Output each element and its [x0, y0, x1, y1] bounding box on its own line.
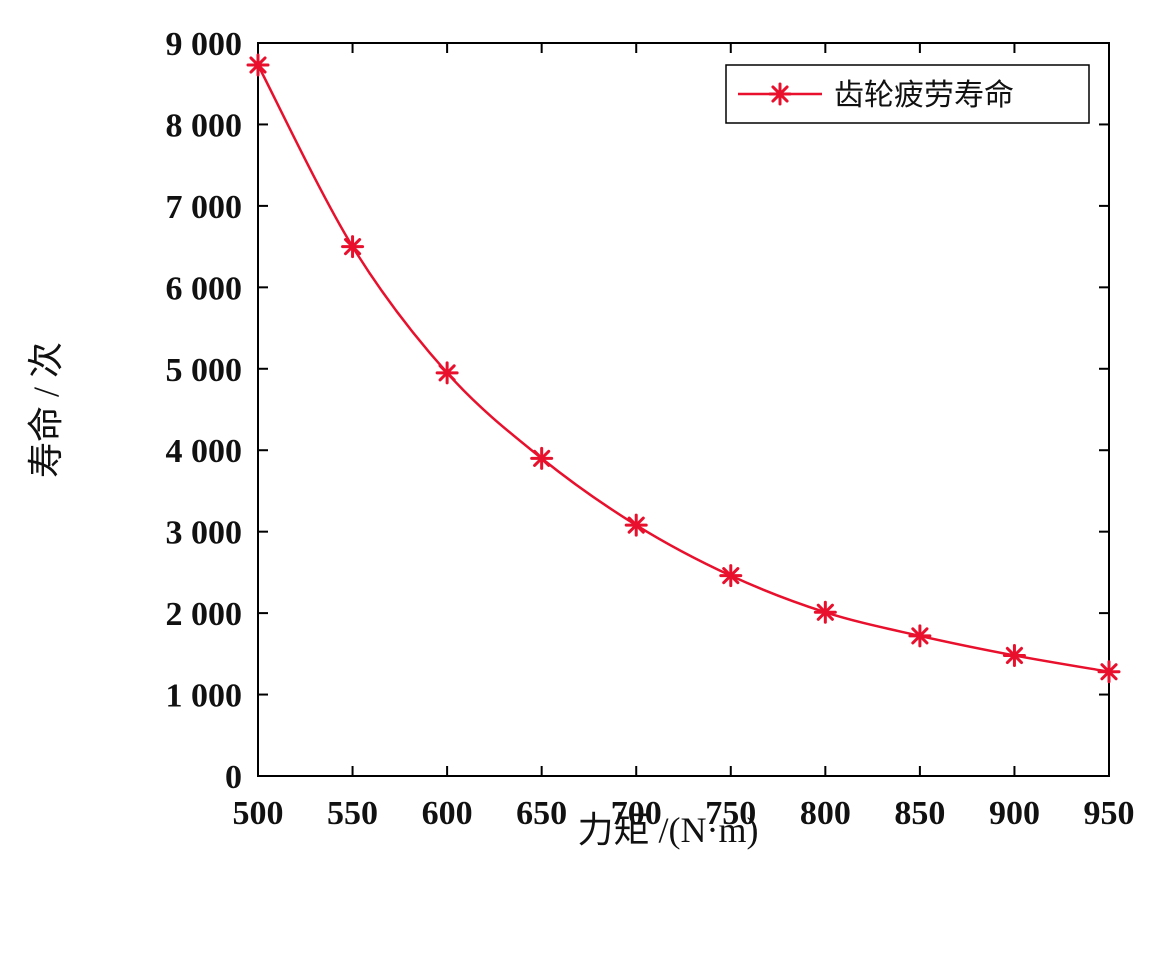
- y-tick-label: 9 000: [166, 26, 243, 63]
- y-tick-label: 0: [225, 759, 242, 796]
- plot-area: [257, 42, 1110, 777]
- data-point: [1002, 643, 1026, 667]
- y-tick-label: 5 000: [166, 352, 243, 389]
- x-tick-label: 650: [516, 795, 567, 832]
- legend-label: 齿轮疲劳寿命: [834, 79, 1014, 112]
- x-tick-label: 900: [989, 795, 1040, 832]
- y-tick-label: 2 000: [166, 596, 243, 633]
- data-point: [813, 600, 837, 624]
- series-layer: [246, 53, 1121, 684]
- data-point: [1097, 660, 1121, 684]
- y-axis: 0 1 000 2 000 3 000 4 000 5 000 6 000 7 000 8 00…: [166, 26, 1109, 796]
- x-tick-label: 950: [1084, 795, 1135, 832]
- y-axis-title: 寿命 / 次: [26, 342, 66, 478]
- x-axis-title: 力矩 /(N·m): [578, 810, 759, 850]
- data-point: [246, 53, 270, 77]
- y-tick-label: 3 000: [166, 515, 243, 552]
- y-tick-label: 4 000: [166, 433, 243, 470]
- x-tick-label: 500: [233, 795, 284, 832]
- x-tick-label: 600: [422, 795, 473, 832]
- x-tick-label: 800: [800, 795, 851, 832]
- legend: 齿轮疲劳寿命: [725, 64, 1090, 124]
- y-tick-label: 8 000: [166, 107, 243, 144]
- x-tick-label: 550: [327, 795, 378, 832]
- x-tick-label: 700: [611, 795, 662, 832]
- x-axis: 500 550 600 650 700 750 800 850 900 950: [233, 43, 1135, 832]
- legend-marker: [768, 82, 792, 106]
- data-point: [435, 361, 459, 385]
- y-tick-label: 7 000: [166, 189, 243, 226]
- legend-asterisk: [768, 82, 792, 106]
- data-point: [719, 564, 743, 588]
- x-tick-label: 850: [894, 795, 945, 832]
- data-point: [341, 235, 365, 259]
- x-tick-label: 750: [705, 795, 756, 832]
- data-point: [624, 513, 648, 537]
- y-tick-label: 1 000: [166, 678, 243, 715]
- y-tick-label: 6 000: [166, 270, 243, 307]
- data-point: [908, 624, 932, 648]
- data-point: [530, 446, 554, 470]
